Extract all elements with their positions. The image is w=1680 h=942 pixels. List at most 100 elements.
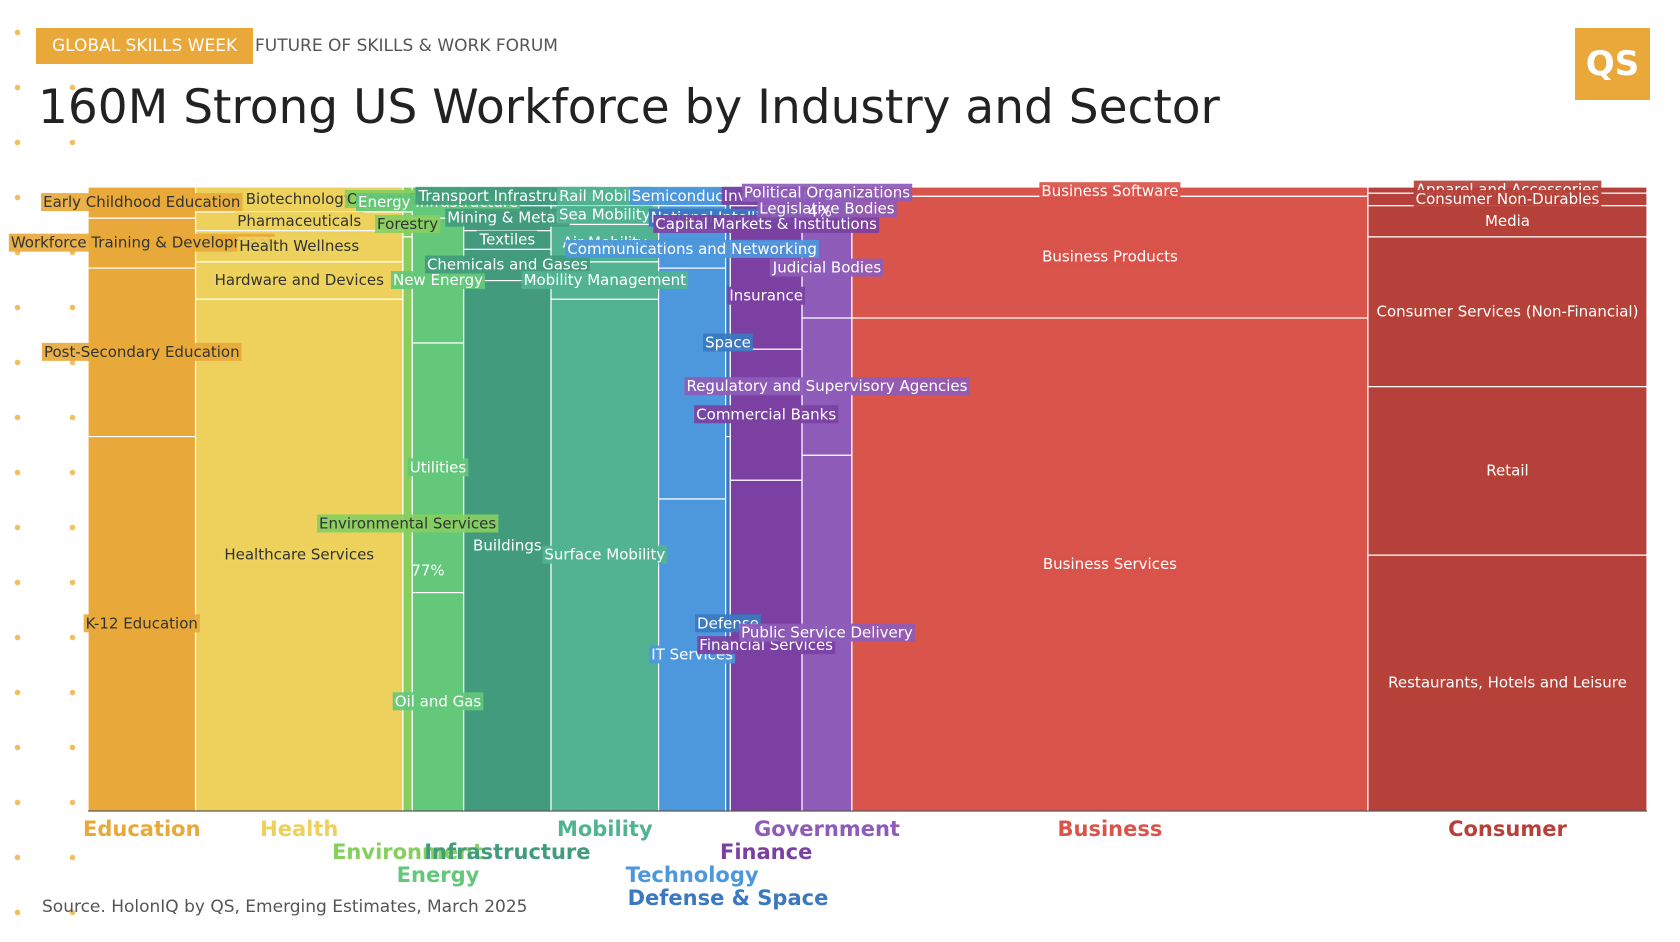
segment-label: Regulatory and Supervisory Agencies [686, 377, 967, 395]
label-bg [1374, 302, 1641, 321]
label-bg [1413, 189, 1602, 208]
segment-label: Political Organizations [744, 184, 910, 202]
segment-label: Mining & Metals [447, 209, 567, 227]
sector-label: Business [1057, 817, 1162, 841]
segment-label: K-12 Education [86, 614, 198, 632]
segment-label: Healthcare Services [224, 546, 374, 564]
segment-label-group: New Energy [390, 271, 486, 290]
segment-label: Judicial Bodies [772, 259, 882, 277]
label-bg [392, 692, 484, 711]
segment-label: Oil and Gas [395, 692, 482, 710]
segment-label: Chemicals and Gases [427, 256, 588, 274]
label-bg [235, 211, 364, 230]
segment-label: Textiles [479, 231, 536, 249]
chart-title: 160M Strong US Workforce by Industry and… [38, 80, 1220, 135]
segment-label: Commercial Banks [696, 405, 836, 423]
label-bg [1482, 211, 1533, 230]
segment-label: Mobility Management [524, 271, 687, 289]
segment-label-group: Space [703, 333, 753, 352]
segment-label: Retail [1486, 461, 1528, 479]
segment-label: Utilities [410, 458, 467, 476]
segment-label: Restaurants, Hotels and Leisure [1388, 674, 1627, 692]
label-bg [8, 233, 275, 252]
segment-label: Consumer Services (Non-Financial) [1376, 302, 1638, 320]
label-bg [445, 208, 570, 227]
label-bg [653, 214, 880, 233]
segment-label-group: Oil and Gas [392, 692, 484, 711]
segment-label: Public Service Delivery [741, 624, 913, 642]
sector-label: Infrastructure [424, 840, 590, 864]
label-bg [237, 236, 362, 255]
segment-label-group: Pharmaceuticals [235, 211, 364, 230]
segment-label-group: Commercial Banks [694, 405, 839, 424]
label-bg [1484, 461, 1531, 480]
label-bg [1039, 182, 1181, 201]
segment-label: Hardware and Devices [215, 271, 384, 289]
sector-label: Health [260, 817, 338, 841]
label-bg [741, 183, 913, 202]
label-bg [1386, 673, 1629, 692]
segment-label: Business Services [1043, 555, 1177, 573]
segment-label: Biotechnology [246, 190, 353, 208]
segment-label: Pharmaceuticals [237, 212, 361, 230]
segment-label-group: Forestry [375, 214, 441, 233]
segment-label-group: K-12 Education [83, 614, 200, 633]
segment-label-group: Business Services [1040, 555, 1180, 574]
segment-label: Health Wellness [239, 237, 359, 255]
segment-label: Media [1485, 212, 1530, 230]
segment-label-group: Environmental Services [317, 514, 499, 533]
label-bg [212, 271, 387, 290]
segment-label-group: Capital Markets & Institutions [653, 214, 880, 233]
segment-label-group: Media [1482, 211, 1533, 230]
sector-label: Consumer [1448, 817, 1567, 841]
segment-label-group: Insurance [727, 286, 805, 305]
annotation: 77% [411, 562, 444, 580]
segment-label-group: Public Service Delivery [739, 623, 915, 642]
sector-label: Defense & Space [628, 886, 829, 910]
label-bg [542, 545, 668, 564]
label-bg [424, 255, 590, 274]
logo: QS [1575, 28, 1650, 100]
segment-label: Insurance [729, 287, 803, 305]
segment-label-group: Workforce Training & Development [8, 233, 275, 252]
segment-label-group: Sea Mobility [556, 205, 653, 224]
segment-label-group: Utilities [407, 458, 469, 477]
segment-label: Sea Mobility [559, 206, 651, 224]
segment-label-group: Judicial Bodies [769, 258, 884, 277]
segment-label-group: Mobility Management [521, 271, 689, 290]
label-bg [471, 536, 544, 555]
segment-label: Early Childhood Education [43, 193, 240, 211]
label-bg [684, 377, 970, 396]
badge: GLOBAL SKILLS WEEK [36, 28, 254, 64]
segment-label-group: Chemicals and Gases [424, 255, 590, 274]
label-bg [83, 614, 200, 633]
label-bg [521, 271, 689, 290]
sector-label: Mobility [557, 817, 653, 841]
forum-name: FUTURE OF SKILLS & WORK FORUM [255, 36, 558, 56]
segment-label: Legislative Bodies [759, 199, 894, 217]
label-bg [415, 186, 599, 205]
segment-label-group: Consumer Non-Durables [1413, 189, 1602, 208]
label-bg [556, 205, 653, 224]
segment-label-group: Early Childhood Education [41, 193, 243, 212]
segment-label: Surface Mobility [544, 546, 665, 564]
segment-label: Business Software [1041, 182, 1178, 200]
segment-label-group: Health Wellness [237, 236, 362, 255]
label-bg [565, 239, 819, 258]
segment-label-group: Business Products [1040, 247, 1180, 266]
label-bg [694, 405, 839, 424]
segment-label-group: Surface Mobility [542, 545, 668, 564]
label-bg [769, 258, 884, 277]
label-bg [1040, 555, 1180, 574]
segment-label-group: Restaurants, Hotels and Leisure [1386, 673, 1629, 692]
label-bg [317, 514, 499, 533]
segment-label-group: Rail Mobility [557, 186, 653, 205]
segment-label: Post-Secondary Education [44, 343, 240, 361]
segment-label-group: Buildings [471, 536, 544, 555]
label-bg [390, 271, 486, 290]
segment-label: Buildings [473, 536, 542, 554]
segment-label: New Energy [393, 271, 483, 289]
sector-label: Education [83, 817, 201, 841]
segment-label-group: Biotechnology [243, 189, 355, 208]
